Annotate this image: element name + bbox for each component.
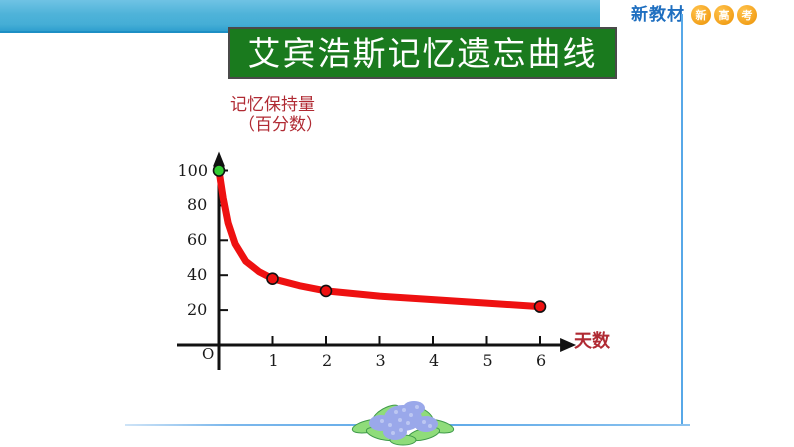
slide-title-box: 艾宾浩斯记忆遗忘曲线 xyxy=(228,27,617,79)
forgetting-curve-chart xyxy=(150,88,670,378)
y-axis-caption: 记忆保持量 （百分数） xyxy=(230,95,323,135)
badge-xin: 新 xyxy=(691,5,711,25)
chart-svg xyxy=(177,151,577,370)
y-axis-caption-line2: （百分数） xyxy=(238,114,323,135)
x-axis-caption: 天数 xyxy=(574,331,610,352)
start-point xyxy=(212,164,226,177)
y-axis-caption-line1: 记忆保持量 xyxy=(230,95,315,115)
x-tick-label-1: 1 xyxy=(268,351,279,370)
brand-label: 新教材 xyxy=(631,4,685,25)
y-tick-label-80: 80 xyxy=(187,195,208,215)
x-tick-label-5: 5 xyxy=(482,351,493,370)
badge-kao: 考 xyxy=(737,5,757,25)
y-tick-label-40: 40 xyxy=(187,265,208,285)
day-2-point xyxy=(319,284,333,298)
brand-mark: 新教材 新 高 考 xyxy=(631,2,757,28)
blue-flower-leaves-icon xyxy=(348,396,458,447)
origin-label: O xyxy=(202,345,215,363)
day-6-point xyxy=(533,300,547,313)
y-tick-label-100: 100 xyxy=(177,160,209,180)
x-tick-label-6: 6 xyxy=(536,351,547,370)
vertical-guide-line xyxy=(681,14,683,426)
brand-badge-group: 新 高 考 xyxy=(691,5,757,25)
x-tick-label-3: 3 xyxy=(375,351,386,370)
y-tick-label-60: 60 xyxy=(187,230,208,250)
x-tick-label-4: 4 xyxy=(429,351,440,370)
page-title: 艾宾浩斯记忆遗忘曲线 xyxy=(247,33,598,73)
x-tick-label-2: 2 xyxy=(322,351,333,370)
memory-retention-curve xyxy=(215,167,544,311)
day-1-point xyxy=(266,272,279,285)
badge-gao: 高 xyxy=(714,5,734,25)
y-tick-label-20: 20 xyxy=(187,300,208,320)
